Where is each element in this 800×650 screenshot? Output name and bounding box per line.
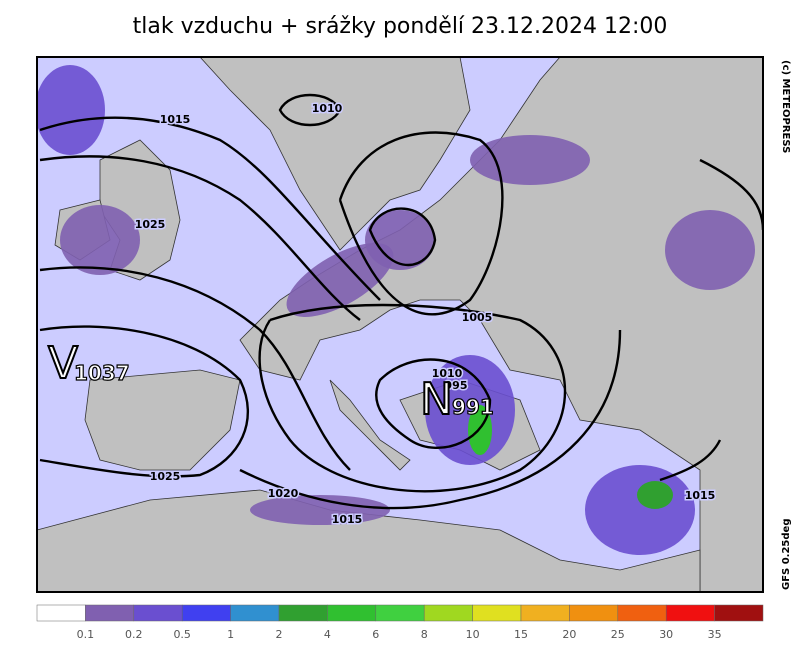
legend-label: 4 <box>324 628 331 641</box>
isobar-label: 1025 <box>135 218 166 231</box>
isobar-label: 1010 <box>432 367 463 380</box>
legend-label: 6 <box>372 628 379 641</box>
map-area: 1010 1015 1025 1005 1025 1020 1015 1010 … <box>37 57 763 592</box>
map-frame <box>36 56 764 593</box>
low-pressure-letter: N <box>420 374 453 425</box>
legend-swatch <box>181 604 231 622</box>
legend-swatch <box>569 604 619 622</box>
legend-label: 0.1 <box>77 628 95 641</box>
legend-swatch <box>230 604 280 622</box>
legend-label: 8 <box>421 628 428 641</box>
legend-label: 35 <box>708 628 722 641</box>
legend-swatch <box>665 604 715 622</box>
copyright: (c) METEOPRESS <box>780 60 791 153</box>
legend-label: 2 <box>276 628 283 641</box>
legend-swatch <box>327 604 377 622</box>
legend-label: 25 <box>611 628 625 641</box>
legend-swatch <box>85 604 135 622</box>
legend-swatch <box>375 604 425 622</box>
isobar-label: 1010 <box>312 102 343 115</box>
legend-swatch <box>36 604 86 622</box>
legend-label: 20 <box>562 628 576 641</box>
legend-label: 0.2 <box>125 628 143 641</box>
high-pressure-letter: V <box>48 338 78 389</box>
isobar-label: 1015 <box>332 513 363 526</box>
legend-swatch <box>278 604 328 622</box>
legend-swatch <box>714 604 764 622</box>
legend: 0.1 0.2 0.5 1 2 4 6 8 10 15 20 25 30 35 <box>36 604 764 641</box>
isobar-label: 1005 <box>462 311 493 324</box>
isobar-label: 1020 <box>268 487 299 500</box>
legend-swatch <box>472 604 522 622</box>
legend-swatch <box>617 604 667 622</box>
legend-label: 15 <box>514 628 528 641</box>
legend-label: 30 <box>659 628 673 641</box>
legend-swatch <box>423 604 473 622</box>
legend-swatch <box>520 604 570 622</box>
title: tlak vzduchu + srážky pondělí 23.12.2024… <box>133 14 668 39</box>
legend-label: 1 <box>227 628 234 641</box>
isobar-label: 995 <box>445 379 468 392</box>
legend-swatch <box>133 604 183 622</box>
legend-label: 0.5 <box>173 628 191 641</box>
legend-label: 10 <box>466 628 480 641</box>
isobar-label: 1015 <box>160 113 191 126</box>
model-name: GFS 0.25deg <box>781 519 792 591</box>
isobar-label: 1015 <box>685 489 716 502</box>
high-pressure-value: 1037 <box>74 361 130 385</box>
isobar-label: 1025 <box>150 470 181 483</box>
low-pressure-value: 991 <box>452 395 494 419</box>
